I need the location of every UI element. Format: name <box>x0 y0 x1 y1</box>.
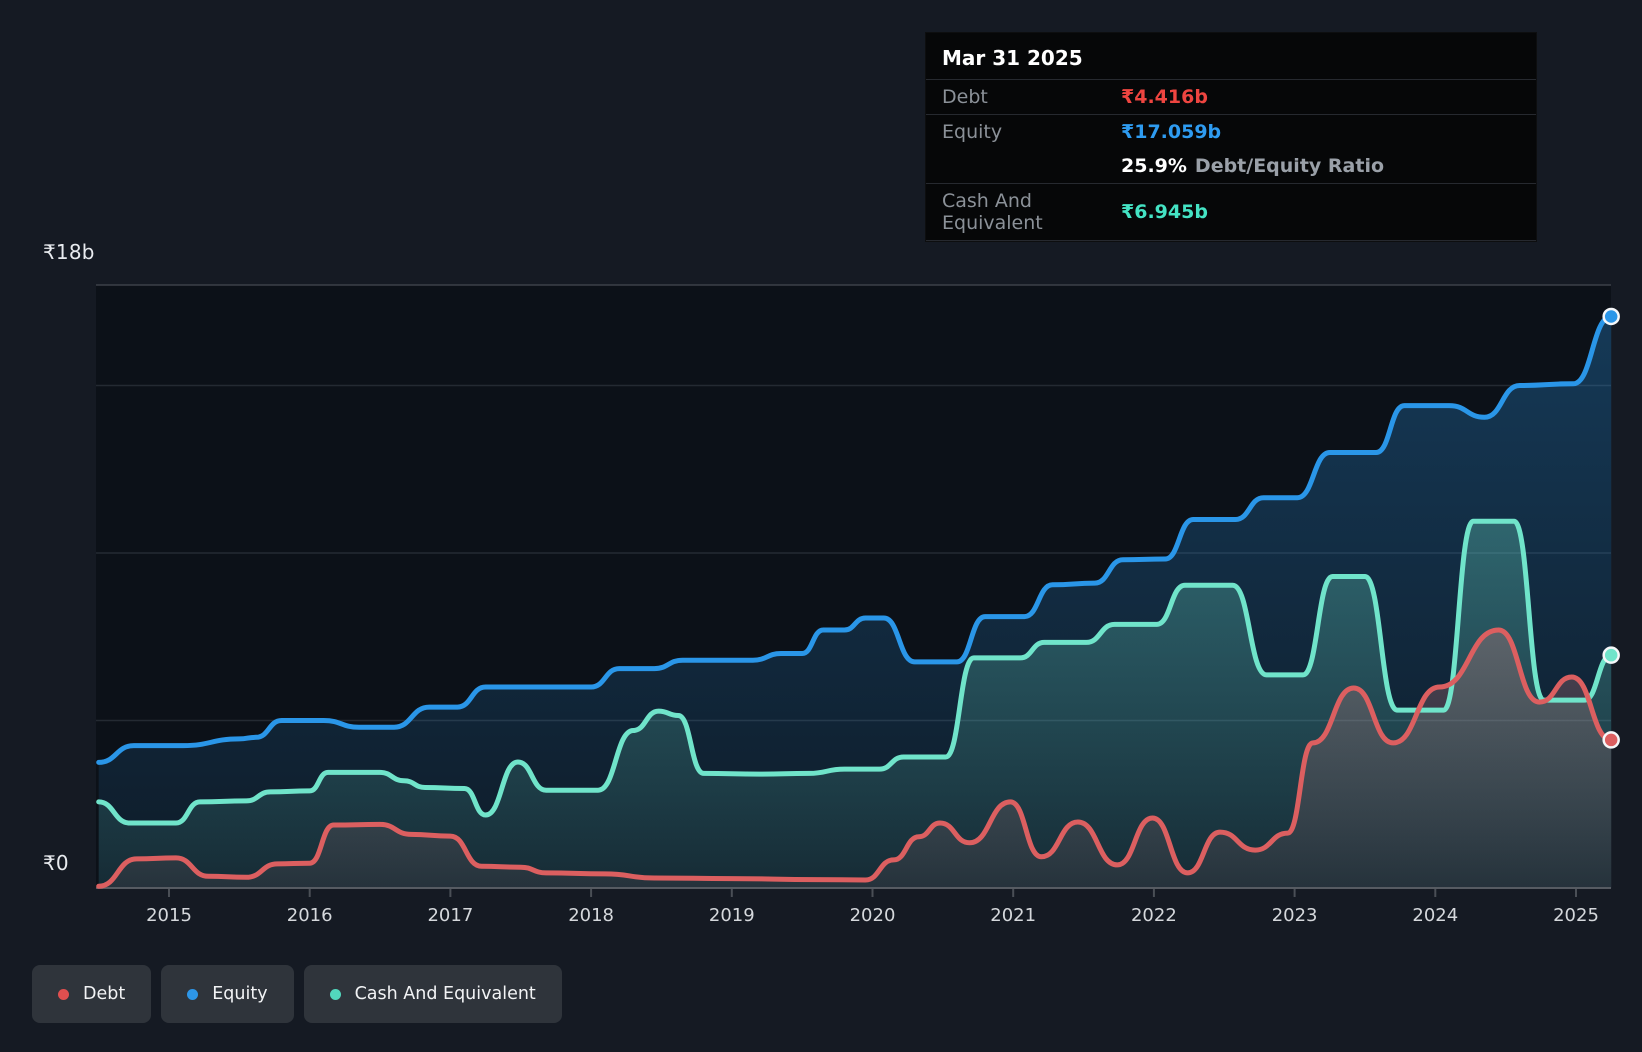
legend-equity-label: Equity <box>212 984 267 1004</box>
legend-cash-label: Cash And Equivalent <box>355 984 536 1004</box>
y-axis-label-max: ₹18b <box>43 240 95 264</box>
stock-financials-chart-page: { "y_axis": { "top_label": "₹18b", "zero… <box>0 0 1642 1052</box>
tooltip-cash-label: Cash And Equivalent <box>942 190 1121 234</box>
tooltip-row-cash: Cash And Equivalent ₹6.945b <box>926 184 1536 241</box>
y-axis-label-zero: ₹0 <box>43 851 69 875</box>
tooltip-cash-value: ₹6.945b <box>1121 201 1208 223</box>
svg-text:2016: 2016 <box>287 905 333 926</box>
x-axis-labels: 2015 2016 2017 2018 2019 2020 2021 2022 2023 2024… <box>146 905 1599 926</box>
svg-text:2023: 2023 <box>1272 905 1318 926</box>
legend-chip-debt[interactable]: Debt <box>32 965 151 1023</box>
tooltip-equity-label: Equity <box>942 121 1121 143</box>
tooltip-row-debt: Debt ₹4.416b <box>926 80 1536 115</box>
debt-endpoint-marker[interactable] <box>1604 732 1619 747</box>
svg-text:2020: 2020 <box>850 905 896 926</box>
svg-text:2022: 2022 <box>1131 905 1177 926</box>
svg-text:2025: 2025 <box>1553 905 1599 926</box>
tooltip-row-equity: Equity ₹17.059b <box>926 115 1536 149</box>
cash-and-equivalent-endpoint-marker[interactable] <box>1604 648 1619 663</box>
equity-series-dot-icon <box>187 989 198 1000</box>
svg-text:2024: 2024 <box>1412 905 1458 926</box>
chart-legend: Debt Equity Cash And Equivalent <box>32 965 562 1023</box>
tooltip-row-ratio: 25.9% Debt/Equity Ratio <box>926 149 1536 184</box>
chart-tooltip: Mar 31 2025 Debt ₹4.416b Equity ₹17.059b… <box>925 32 1537 242</box>
tooltip-date: Mar 31 2025 <box>926 33 1536 80</box>
svg-text:2021: 2021 <box>990 905 1036 926</box>
svg-text:2015: 2015 <box>146 905 192 926</box>
debt-series-dot-icon <box>58 989 69 1000</box>
tooltip-debt-label: Debt <box>942 86 1121 108</box>
tooltip-equity-value: ₹17.059b <box>1121 121 1221 143</box>
tooltip-ratio-value: 25.9% <box>1121 155 1187 177</box>
equity-endpoint-marker[interactable] <box>1604 309 1619 324</box>
x-axis-ticks <box>169 889 1576 897</box>
svg-text:2017: 2017 <box>427 905 473 926</box>
legend-chip-equity[interactable]: Equity <box>161 965 293 1023</box>
tooltip-debt-value: ₹4.416b <box>1121 86 1208 108</box>
tooltip-ratio-label: Debt/Equity Ratio <box>1195 155 1384 177</box>
svg-text:2018: 2018 <box>568 905 614 926</box>
cash-series-dot-icon <box>330 989 341 1000</box>
svg-text:2019: 2019 <box>709 905 755 926</box>
legend-debt-label: Debt <box>83 984 125 1004</box>
legend-chip-cash[interactable]: Cash And Equivalent <box>304 965 562 1023</box>
